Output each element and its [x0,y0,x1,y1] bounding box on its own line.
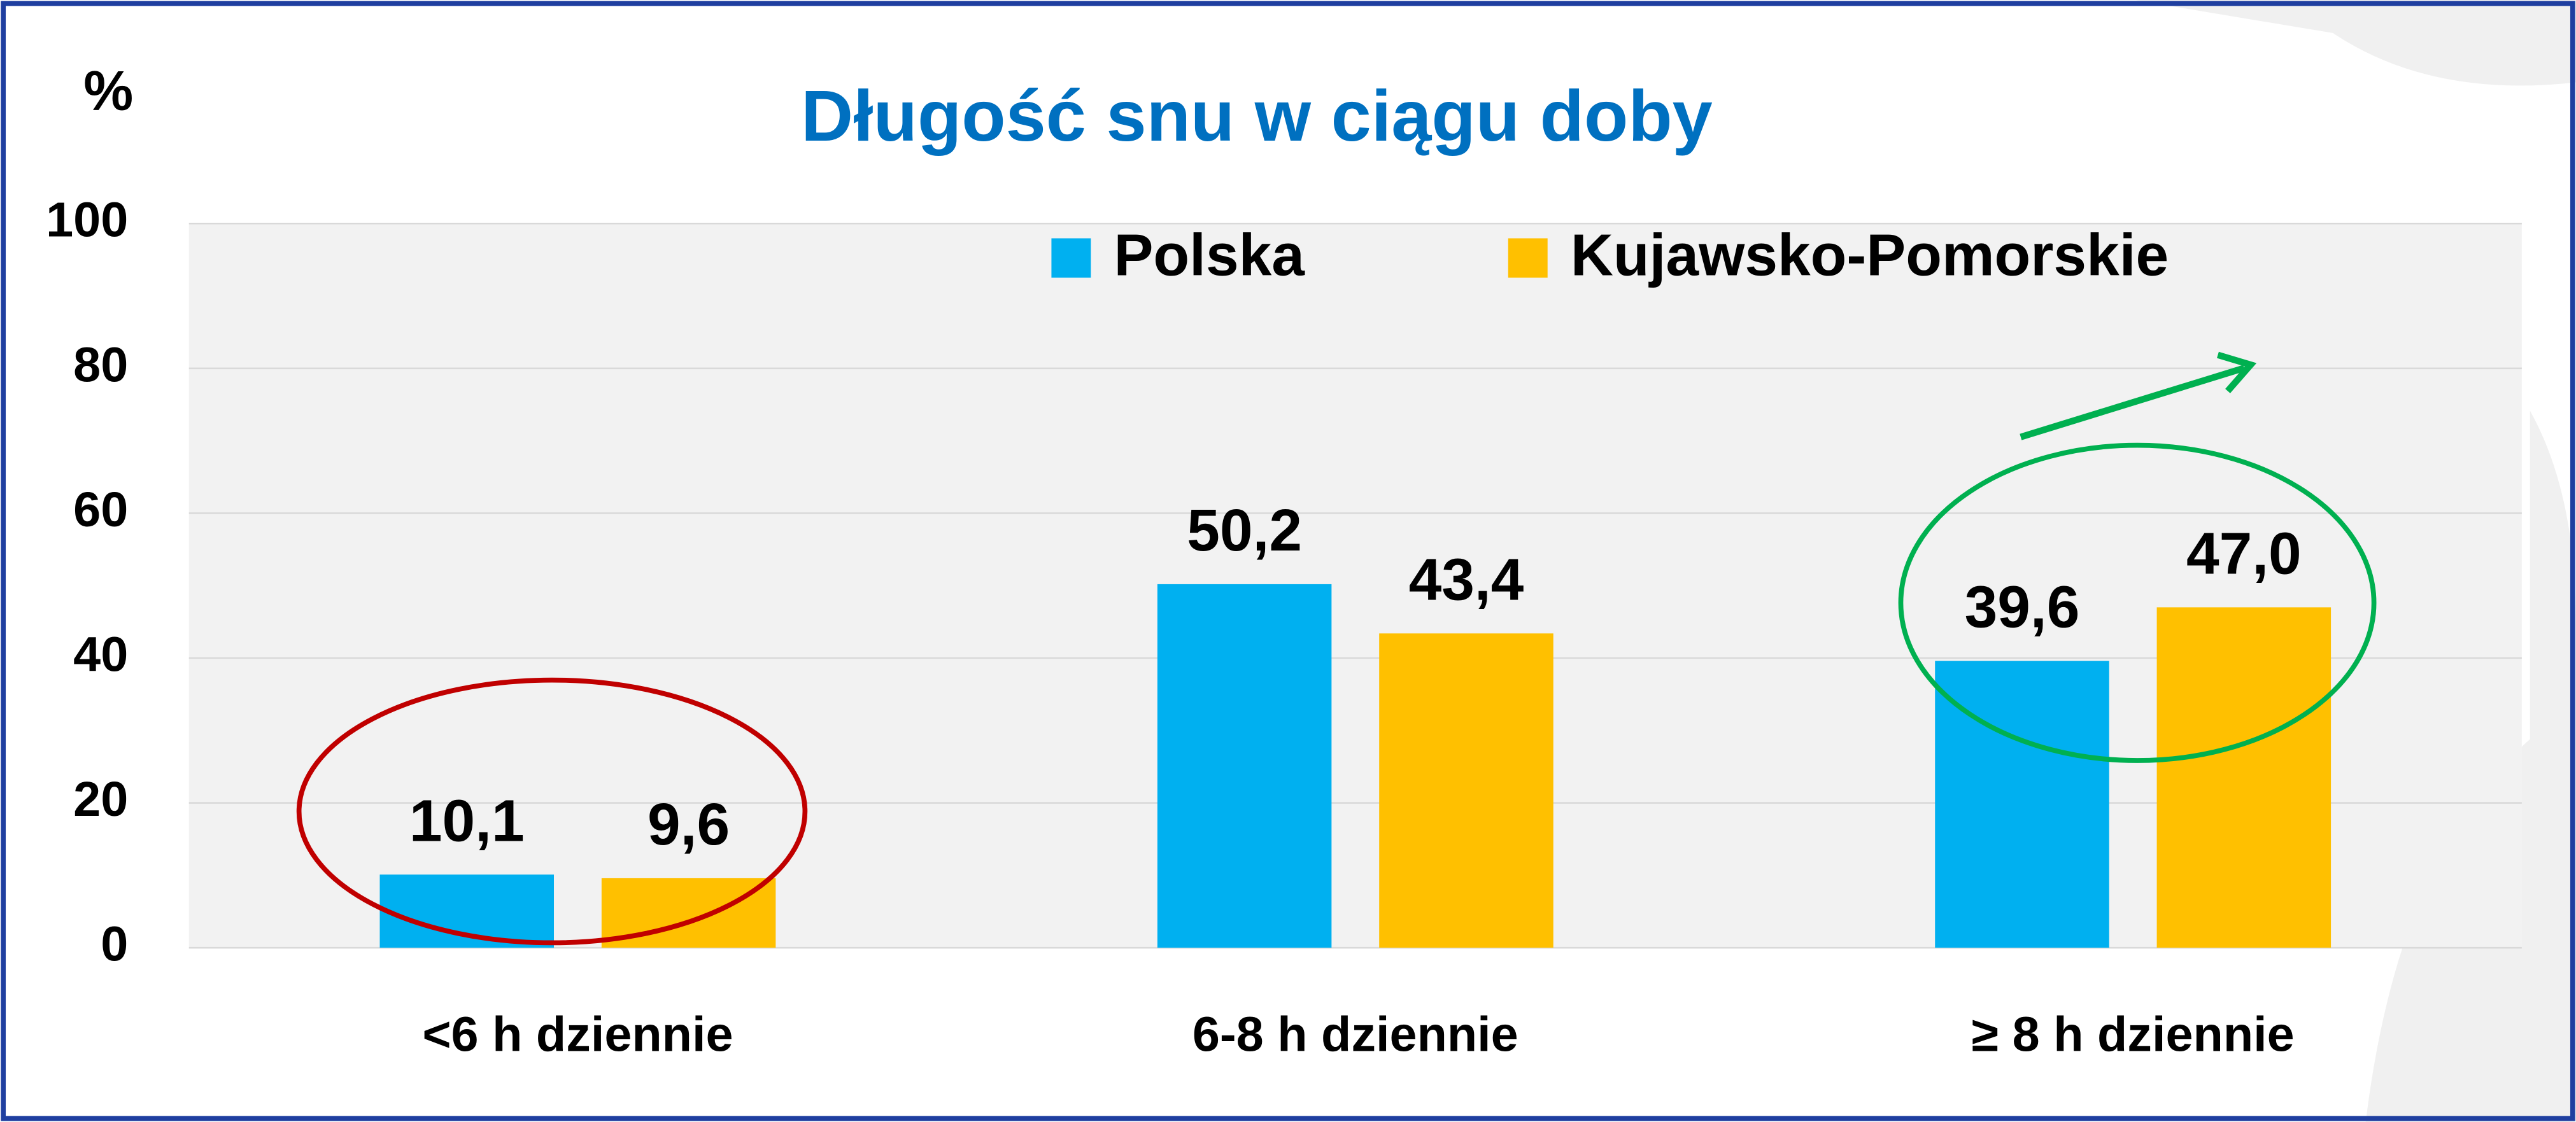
x-tick-label: <6 h dziennie [422,1007,733,1062]
value-label: 50,2 [1187,497,1302,563]
y-tick-label: 40 [73,627,128,682]
chart-title: Długość snu w ciągu doby [801,76,1713,157]
legend-label: Kujawsko-Pomorskie [1571,222,2169,288]
y-tick-label: 0 [101,917,128,972]
bar [1935,661,2109,948]
y-axis-label: % [83,60,133,122]
y-tick-label: 100 [46,193,128,248]
y-tick-label: 60 [73,482,128,537]
bar [1379,633,1553,948]
y-tick-label: 80 [73,337,128,392]
x-tick-label: 6-8 h dziennie [1192,1007,1518,1062]
y-tick-label: 20 [73,772,128,827]
legend-swatch [1051,238,1091,278]
value-label: 47,0 [2186,520,2302,586]
value-label: 9,6 [648,791,730,857]
trend-arrow-head [2216,351,2257,393]
legend-swatch [1508,238,1548,278]
x-tick-label: ≥ 8 h dziennie [1972,1007,2295,1062]
bar [2156,607,2332,948]
grid [188,222,2522,949]
value-label: 39,6 [1965,574,2080,640]
legend-label: Polska [1114,222,1305,288]
plot-area [188,223,2522,948]
trend-arrow [2020,365,2246,440]
bars [379,584,2332,948]
value-label: 43,4 [1409,546,1524,612]
decoration [2135,0,2576,86]
bar [1157,584,1332,948]
value-label: 10,1 [409,787,525,853]
highlight-ellipse [1898,442,2377,763]
highlight-ellipse [296,677,808,946]
